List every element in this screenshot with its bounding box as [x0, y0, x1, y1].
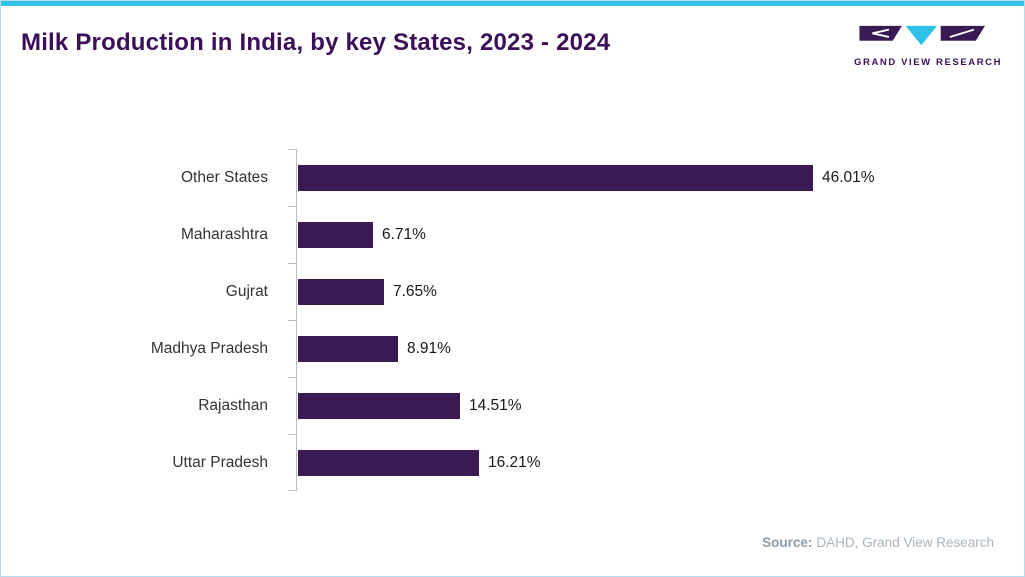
bar-row: Rajasthan 14.51%: [21, 377, 901, 434]
bar: [298, 449, 479, 476]
bar-cell: 14.51%: [296, 392, 901, 419]
bar: [298, 221, 373, 248]
bar-cell: 8.91%: [296, 335, 901, 362]
value-label: 16.21%: [488, 453, 541, 471]
axis-tick: [288, 263, 296, 264]
category-label: Gujrat: [225, 282, 268, 300]
source-line: Source: DAHD, Grand View Research: [762, 535, 994, 550]
bar-row: Other States 46.01%: [21, 149, 901, 206]
category-label: Other States: [180, 168, 268, 186]
brand-logo-text: GRAND VIEW RESEARCH: [854, 57, 1003, 68]
bar: [298, 278, 384, 305]
axis-tick: [288, 490, 296, 491]
y-axis-line: [296, 149, 297, 491]
value-label: 14.51%: [469, 396, 522, 414]
bar-cell: 7.65%: [296, 278, 901, 305]
category-label: Maharashtra: [180, 225, 268, 243]
bar: [298, 392, 460, 419]
axis-tick: [288, 149, 296, 150]
category-label: Uttar Pradesh: [172, 453, 268, 471]
page-title: Milk Production in India, by key States,…: [21, 29, 611, 56]
axis-tick: [288, 377, 296, 378]
source-label: Source:: [762, 535, 813, 550]
category-label: Madhya Pradesh: [150, 339, 268, 357]
bar-cell: 6.71%: [296, 221, 901, 248]
value-label: 46.01%: [822, 168, 875, 186]
category-label: Rajasthan: [198, 396, 268, 414]
value-label: 6.71%: [382, 225, 426, 243]
bar-cell: 46.01%: [296, 164, 901, 191]
bar-row: Gujrat 7.65%: [21, 263, 901, 320]
bar-row: Maharashtra 6.71%: [21, 206, 901, 263]
grand-view-research-logo-icon: [859, 25, 985, 46]
axis-tick: [288, 434, 296, 435]
bar: [298, 164, 813, 191]
source-text: DAHD, Grand View Research: [816, 535, 994, 550]
bar: [298, 335, 398, 362]
value-label: 8.91%: [407, 339, 451, 357]
axis-tick: [288, 320, 296, 321]
accent-strip: [1, 1, 1024, 6]
axis-tick: [288, 206, 296, 207]
bar-row: Madhya Pradesh 8.91%: [21, 320, 901, 377]
value-label: 7.65%: [393, 282, 437, 300]
plot-area: Other States 46.01% Maharashtra 6.71% Gujrat…: [21, 149, 901, 491]
brand-logo: GRAND VIEW RESEARCH: [854, 25, 1003, 68]
bar-cell: 16.21%: [296, 449, 901, 476]
bar-row: Uttar Pradesh 16.21%: [21, 434, 901, 491]
